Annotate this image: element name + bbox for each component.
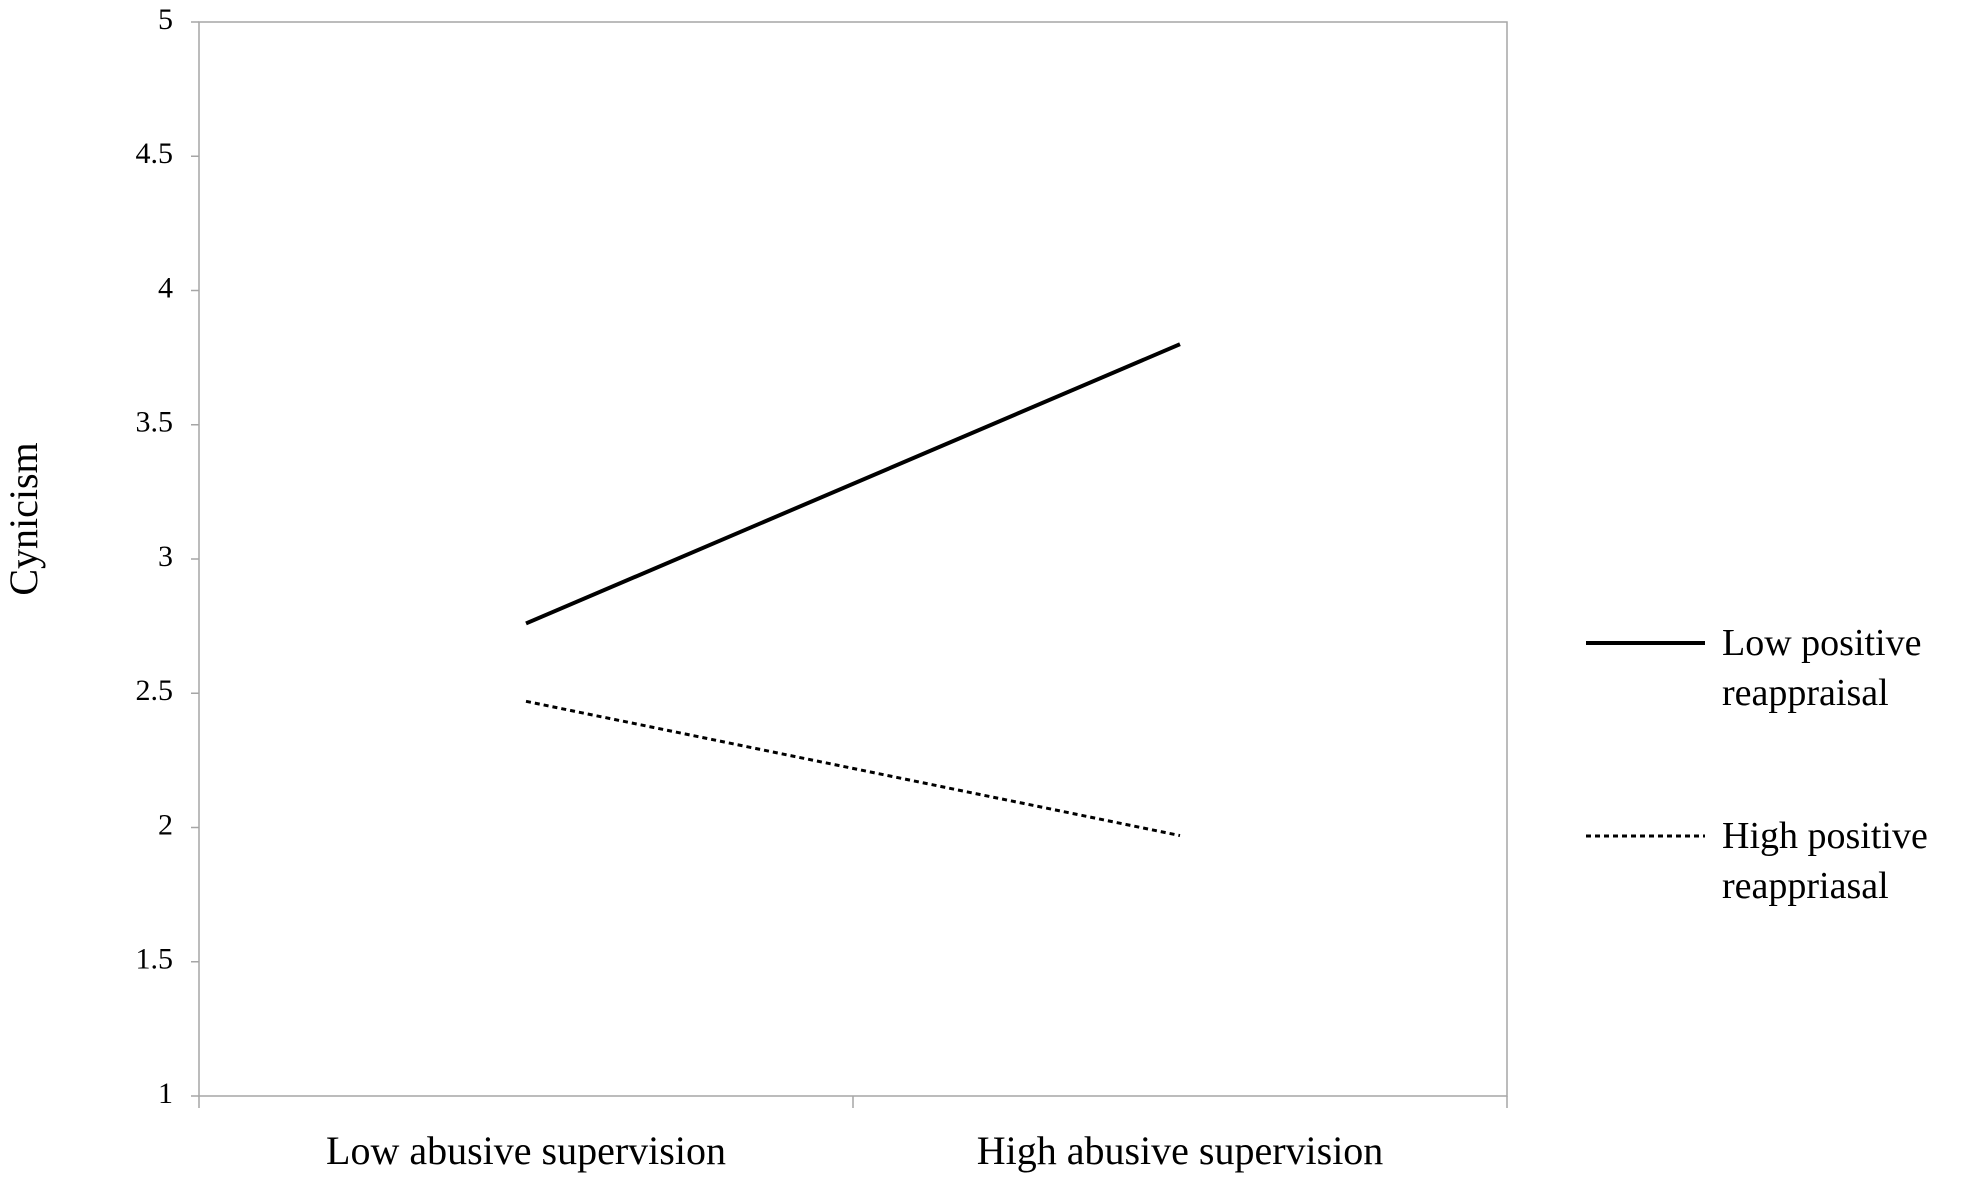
y-tick-label: 2.5 bbox=[136, 674, 174, 707]
y-tick-label: 2 bbox=[158, 808, 173, 841]
y-tick-label: 1.5 bbox=[136, 943, 174, 976]
y-tick-label: 4.5 bbox=[136, 137, 174, 170]
y-tick-label: 4 bbox=[158, 271, 173, 304]
y-tick-label: 3.5 bbox=[136, 406, 174, 439]
x-tick-label: Low abusive supervision bbox=[326, 1128, 726, 1173]
y-tick-label: 1 bbox=[158, 1077, 173, 1110]
legend-label: High positive reappriasal bbox=[1722, 815, 1928, 907]
x-tick-label: High abusive supervision bbox=[977, 1128, 1384, 1173]
legend-label: Low positive reappraisal bbox=[1722, 622, 1922, 714]
y-tick-label: 5 bbox=[158, 3, 173, 36]
y-tick-label: 3 bbox=[158, 540, 173, 573]
plot-frame bbox=[198, 21, 1508, 1097]
y-axis-label: Cynicism bbox=[1, 442, 46, 595]
series-line bbox=[525, 342, 1181, 626]
series-line bbox=[525, 699, 1181, 838]
